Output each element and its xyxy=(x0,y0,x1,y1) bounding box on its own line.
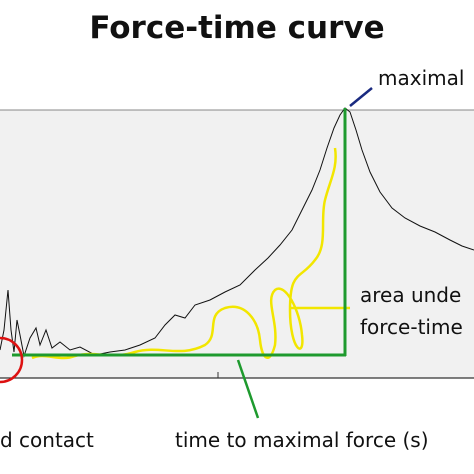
peak-label: maximal xyxy=(378,66,464,90)
plot-area xyxy=(0,109,474,379)
area-label: force-time xyxy=(360,315,463,339)
area-label: area unde xyxy=(360,283,461,307)
contact-label: d contact xyxy=(0,428,94,452)
area-squiggle xyxy=(31,147,337,360)
peak-pointer xyxy=(349,87,373,107)
contact-circle xyxy=(0,336,24,384)
time-pointer xyxy=(236,359,260,419)
time-label: time to maximal force (s) xyxy=(175,428,429,452)
force-curve xyxy=(0,107,474,358)
title: Force-time curve xyxy=(89,10,384,46)
